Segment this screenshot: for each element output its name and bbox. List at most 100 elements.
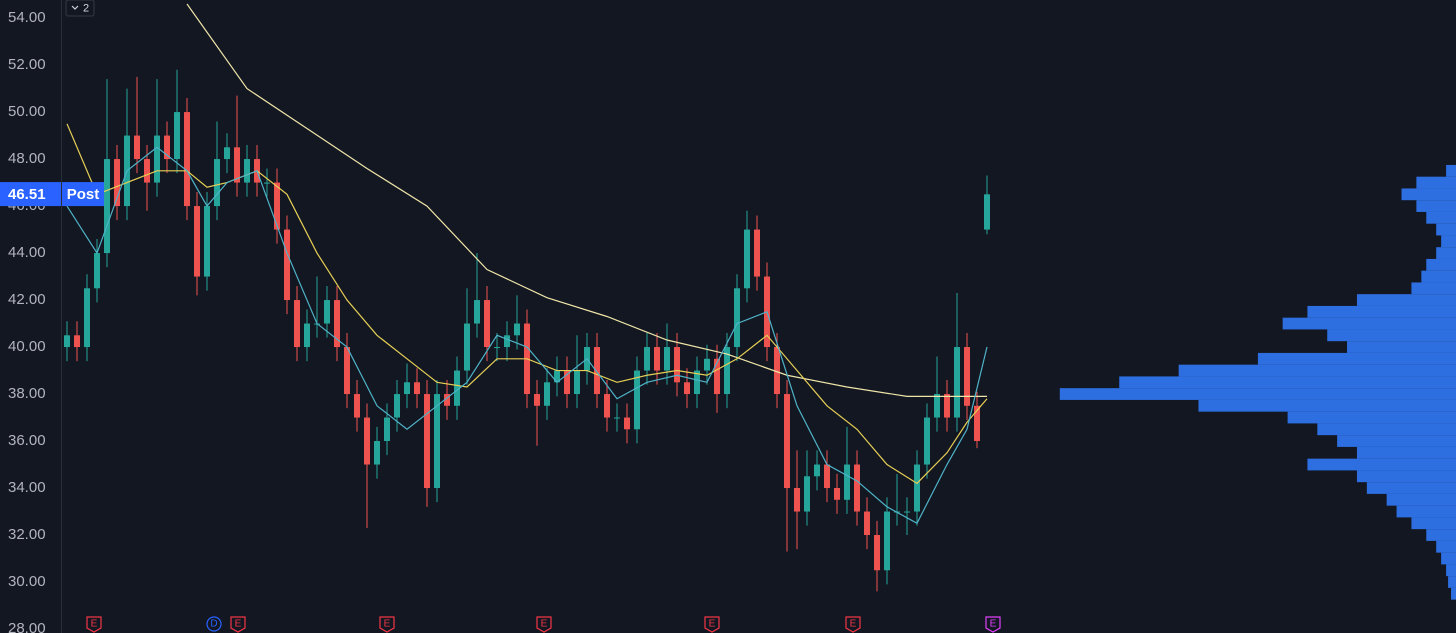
y-tick-label: 28.00 [8,620,46,633]
button-frame[interactable] [65,0,95,17]
volume-profile-bar [1441,235,1456,248]
candle-body [204,206,210,277]
candle-body [914,464,920,512]
event-badge [704,616,720,633]
candle-body [84,288,90,348]
volume-profile-bar [1451,587,1456,600]
candle-body [284,229,290,301]
event-marker[interactable]: E [985,616,1001,633]
event-marker[interactable]: E [704,616,720,633]
event-badge [86,616,102,633]
candle-body [674,347,680,383]
event-label: E [235,619,242,630]
event-label: D [210,619,217,630]
candle-body [94,253,100,289]
candle-body [934,394,940,418]
event-badge [536,616,552,633]
event-marker[interactable]: E [86,616,102,633]
candle-body [904,511,910,513]
y-tick-label: 30.00 [8,573,46,590]
event-badge [230,616,246,633]
volume-profile-bar [1307,305,1456,318]
volume-profile-bar [1119,376,1456,389]
candle-body [774,347,780,395]
candle-body [664,347,670,371]
candle-body [604,394,610,418]
candle-body [294,300,300,348]
candle-body [344,347,350,395]
candle-body [384,417,390,442]
event-marker[interactable]: E [536,616,552,633]
volume-profile-bar [1426,529,1456,541]
volume-profile-bar [1411,282,1456,295]
volume-profile-bar [1356,446,1456,459]
candle-body [624,417,630,430]
candle-body [104,159,110,254]
volume-profile-bar [1347,341,1456,353]
candle-body [554,370,560,383]
volume-profile-bar [1059,388,1456,400]
chevron-icon [71,5,79,10]
candle-body [224,147,230,160]
candle-body [814,464,820,477]
candle-body [214,159,220,207]
volume-profile-bar [1366,482,1456,494]
volume-profile-bar [1448,576,1456,588]
volume-profile-bar [1411,517,1456,530]
candle-body [534,394,540,406]
y-tick-label: 48.00 [8,150,46,167]
candle-body [714,358,720,395]
candle-body [154,135,160,183]
y-tick-label: 44.00 [8,244,46,261]
candle-body [234,147,240,183]
candle-body [964,347,970,406]
candle-body [64,335,70,348]
event-badge [379,616,395,633]
y-tick-label: 50.00 [8,103,46,120]
candle-body [274,182,280,230]
event-label: E [541,619,548,630]
volume-profile-bar [1441,552,1456,565]
y-tick-label: 54.00 [8,9,46,26]
candle-body [634,370,640,430]
y-tick-label: 32.00 [8,526,46,543]
volume-profile-bar [1178,364,1456,377]
candle-body [844,464,850,500]
event-label: E [990,619,997,630]
event-marker[interactable]: E [230,616,246,633]
event-marker[interactable]: E [379,616,395,633]
candle-body [464,323,470,371]
candle-body [724,347,730,395]
volume-profile-bar [1421,270,1456,283]
y-tick-label: 38.00 [8,385,46,402]
volume-profile-bar [1446,164,1456,177]
candle-body [494,347,500,349]
candle-body [514,323,520,336]
event-marker[interactable]: D [206,616,222,632]
candle-body [144,159,150,183]
candle-body [924,417,930,465]
candle-body [704,358,710,371]
candle-body [474,300,480,324]
event-marker[interactable]: E [845,616,861,633]
y-tick-label: 42.00 [8,291,46,308]
volume-profile-bar [1446,564,1456,577]
volume-profile-bar [1416,176,1456,189]
volume-profile-bar [1198,399,1456,412]
candle-body [974,405,980,442]
volume-profile-bar [1426,258,1456,271]
candle-body [644,347,650,371]
candle-body [694,370,700,395]
volume-profile-bar [1401,188,1456,201]
y-tick-label: 34.00 [8,479,46,496]
y-tick-label: 40.00 [8,338,46,355]
collapse-button[interactable]: 2 [65,0,95,17]
y-tick-label: 52.00 [8,56,46,73]
event-badge [845,616,861,633]
volume-profile-bar [1416,200,1456,212]
moving-average-line [186,3,987,397]
volume-profile-bar [1396,505,1456,518]
